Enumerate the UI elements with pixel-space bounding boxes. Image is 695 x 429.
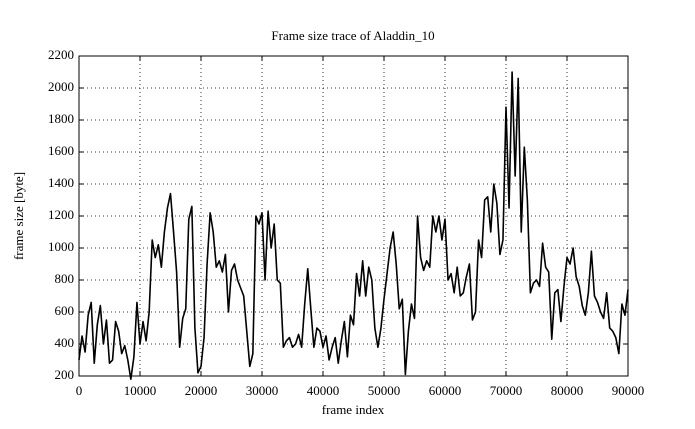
x-tick-label: 60000 (429, 383, 462, 398)
y-tick-label: 1800 (48, 111, 74, 126)
y-tick-label: 200 (55, 367, 75, 382)
y-tick-label: 600 (55, 303, 75, 318)
y-tick-label: 1400 (48, 175, 74, 190)
chart-title: Frame size trace of Aladdin_10 (271, 28, 434, 43)
x-tick-label: 80000 (551, 383, 584, 398)
x-tick-label: 50000 (368, 383, 401, 398)
y-tick-label: 1200 (48, 207, 74, 222)
x-tick-label: 70000 (490, 383, 523, 398)
y-tick-label: 2000 (48, 79, 74, 94)
trace-line (78, 71, 629, 380)
x-tick-label: 90000 (612, 383, 645, 398)
y-tick-label: 800 (55, 271, 75, 286)
x-tick-label: 0 (76, 383, 83, 398)
y-tick-label: 1000 (48, 239, 74, 254)
plot-frame (78, 55, 629, 377)
x-tick-label: 20000 (185, 383, 218, 398)
y-axis-label: frame size [byte] (11, 172, 26, 260)
x-tick-label: 30000 (246, 383, 279, 398)
x-tick-label: 10000 (124, 383, 157, 398)
x-tick-label: 40000 (307, 383, 340, 398)
y-tick-label: 2200 (48, 47, 74, 62)
y-tick-label: 400 (55, 335, 75, 350)
x-axis-label: frame index (322, 402, 385, 417)
y-tick-label: 1600 (48, 143, 74, 158)
